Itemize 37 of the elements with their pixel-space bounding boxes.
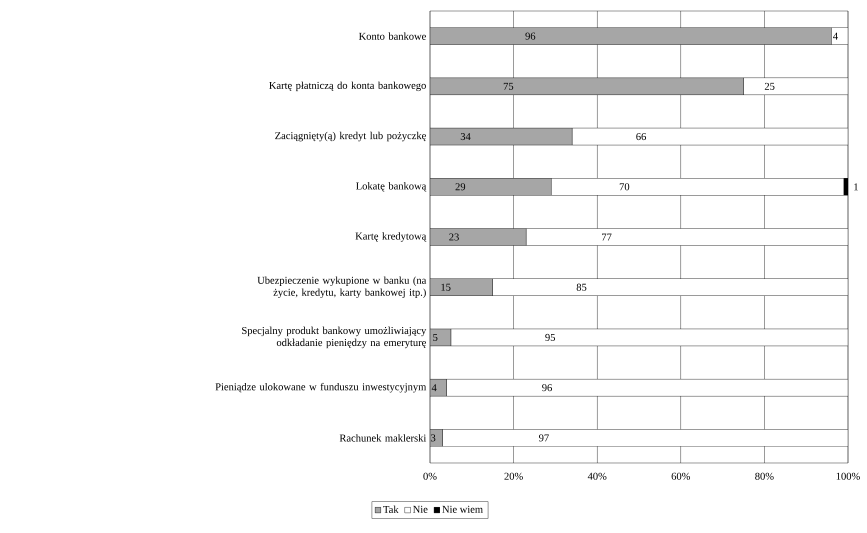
legend-label: Nie [413, 506, 428, 513]
data-label: 34 [460, 133, 471, 140]
data-label: 97 [539, 434, 549, 442]
data-label: 5 [433, 334, 438, 341]
data-label: 4 [432, 384, 437, 392]
y-tick-label: Zaciągnięty(ą) kredyt lub pożyczkę [275, 132, 426, 142]
y-tick-label: Pieniądze ulokowane w funduszu inwestycyjnym [215, 382, 426, 392]
y-tick-label: Kartę płatniczą do konta bankowego [269, 82, 426, 92]
x-tick-label: 0% [423, 472, 437, 480]
y-tick-label: Rachunek maklerski [340, 434, 426, 442]
x-tick-label: 60% [672, 472, 690, 480]
data-label: 15 [441, 284, 451, 291]
data-label: 3 [431, 434, 436, 442]
data-label: 96 [525, 32, 536, 40]
legend-label: Nie wiem [442, 506, 483, 513]
x-tick-label: 100% [836, 472, 860, 480]
data-label: 75 [504, 82, 514, 90]
data-label: 77 [602, 234, 612, 240]
data-label: 66 [636, 133, 646, 140]
y-tick-label: Specjalny produkt bankowy umożliwiający odkładanie pieniędzy na emeryturę [242, 326, 426, 348]
x-tick-label: 20% [504, 472, 523, 480]
data-label: 4 [833, 32, 838, 40]
legend-label: Tak [383, 506, 399, 514]
data-label: 1 [854, 183, 858, 190]
y-tick-label: Ubezpieczenie wykupione w banku (na życie, kredytu, karty bankowej itp.) [257, 276, 426, 298]
data-label: 23 [449, 233, 459, 241]
data-label: 25 [764, 82, 774, 90]
data-label: 29 [456, 183, 466, 190]
x-tick-label: 80% [755, 472, 774, 480]
data-label: 96 [542, 384, 552, 392]
y-tick-label: Kartę kredytową [355, 232, 426, 242]
data-label: 95 [545, 334, 556, 341]
y-tick-label: Lokatę bankową [356, 182, 426, 192]
data-label: 70 [620, 183, 630, 190]
y-tick-label: Konto bankowe [358, 32, 426, 40]
x-tick-label: 40% [588, 472, 606, 480]
data-label: 85 [576, 284, 586, 291]
